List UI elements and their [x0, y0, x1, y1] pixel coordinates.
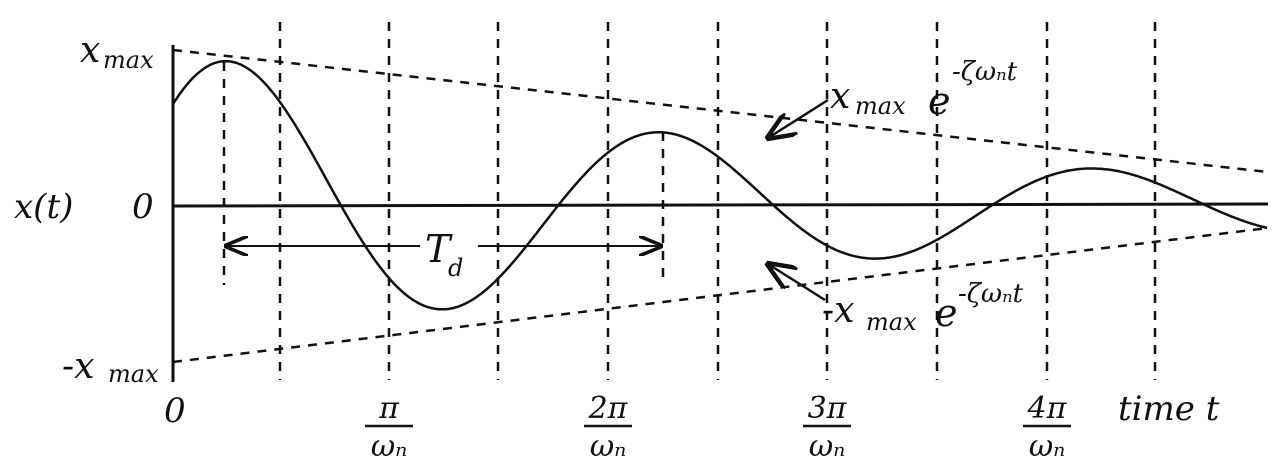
svg-text:e: e	[928, 79, 951, 123]
time-axis-label: time t	[1118, 389, 1220, 429]
upper-envelope-label: x max e -ζωₙt	[830, 57, 1018, 123]
upper-envelope-pointer	[768, 98, 829, 138]
svg-text:e: e	[935, 291, 958, 335]
tick-label-1: πωₙ	[365, 391, 413, 464]
svg-text:π: π	[378, 391, 400, 426]
neg-x-max-label: -x	[62, 346, 94, 387]
svg-text:max: max	[855, 92, 906, 120]
svg-text:ωₙ: ωₙ	[809, 429, 846, 464]
upper-envelope	[172, 48, 1269, 174]
x-max-label: x	[80, 30, 100, 71]
svg-text:-ζωₙt: -ζωₙt	[958, 279, 1024, 309]
svg-text:x: x	[830, 76, 850, 117]
response-curve	[171, 59, 1268, 311]
svg-text:ωₙ: ωₙ	[1029, 429, 1066, 464]
svg-text:3π: 3π	[808, 391, 848, 426]
zero-x-label: 0	[164, 391, 186, 431]
svg-text:4π: 4π	[1027, 391, 1068, 426]
svg-text:ωₙ: ωₙ	[590, 429, 627, 464]
neg-x-max-sub: max	[108, 360, 159, 388]
svg-text:2π: 2π	[588, 391, 629, 426]
lower-envelope-label: -x max e -ζωₙt	[822, 279, 1024, 336]
period-sub: d	[448, 254, 463, 282]
svg-text:max: max	[866, 308, 917, 336]
y-axis-label: x(t)	[14, 187, 73, 227]
lower-envelope	[172, 226, 1269, 364]
lower-envelope-pointer	[768, 264, 826, 302]
svg-text:ωₙ: ωₙ	[371, 429, 408, 464]
period-label: T	[425, 227, 453, 271]
zero-line	[172, 202, 1269, 208]
vertical-grid-dashes	[278, 22, 1157, 380]
x-max-sub: max	[103, 46, 154, 74]
svg-text:-x: -x	[822, 290, 854, 331]
zero-y-label: 0	[132, 187, 154, 227]
svg-text:-ζωₙt: -ζωₙt	[952, 57, 1018, 87]
